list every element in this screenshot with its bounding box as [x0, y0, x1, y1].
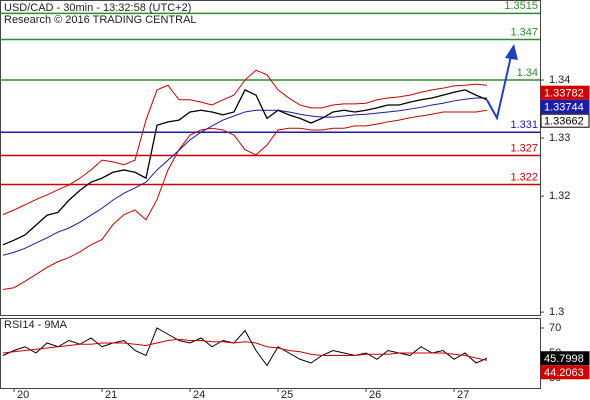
series-line	[2, 69, 488, 216]
value-box	[540, 85, 590, 100]
y-tick-label: 1.33	[549, 132, 570, 144]
indicator-title: RSI14 - 9MA	[4, 319, 68, 331]
value-box-label: 1.33782	[544, 88, 584, 100]
series-line	[2, 109, 488, 290]
chart-subtitle: Research © 2016 TRADING CENTRAL	[4, 14, 197, 26]
x-tick-label: 20	[17, 389, 29, 400]
x-tick-label: 24	[193, 389, 205, 400]
series-line	[2, 327, 488, 367]
y-tick-label: 1.3	[549, 306, 564, 318]
value-box	[540, 99, 590, 114]
level-label: 1.3515	[504, 0, 538, 12]
forecast-arrowhead	[505, 44, 518, 60]
value-box-label: 45.7998	[544, 353, 584, 365]
panel-frame	[0, 0, 541, 316]
chart-title: USD/CAD - 30min - 13:32:58 (UTC+2)	[4, 2, 191, 14]
series-line	[2, 97, 487, 256]
series-line	[2, 89, 488, 246]
x-tick-label: 26	[369, 389, 381, 400]
series-line	[2, 338, 488, 361]
x-tick-label: 27	[457, 389, 469, 400]
y-tick-label: 70	[549, 322, 561, 334]
level-label: 1.331	[510, 119, 538, 131]
level-label: 1.327	[510, 142, 538, 154]
value-box	[540, 351, 590, 366]
value-box-label: 1.33662	[544, 116, 584, 128]
value-box-label: 1.33744	[544, 102, 584, 114]
y-tick-label: 1.32	[549, 190, 570, 202]
y-tick-label: 1.34	[549, 74, 570, 86]
x-tick-label: 25	[281, 389, 293, 400]
value-box-label: 44.2063	[544, 367, 584, 379]
level-label: 1.347	[510, 26, 538, 38]
level-label: 1.34	[517, 67, 538, 79]
value-box	[540, 365, 590, 380]
forecast-arrow	[486, 55, 512, 121]
x-tick-label: 21	[105, 389, 117, 400]
level-label: 1.322	[510, 171, 538, 183]
value-box	[540, 113, 590, 128]
